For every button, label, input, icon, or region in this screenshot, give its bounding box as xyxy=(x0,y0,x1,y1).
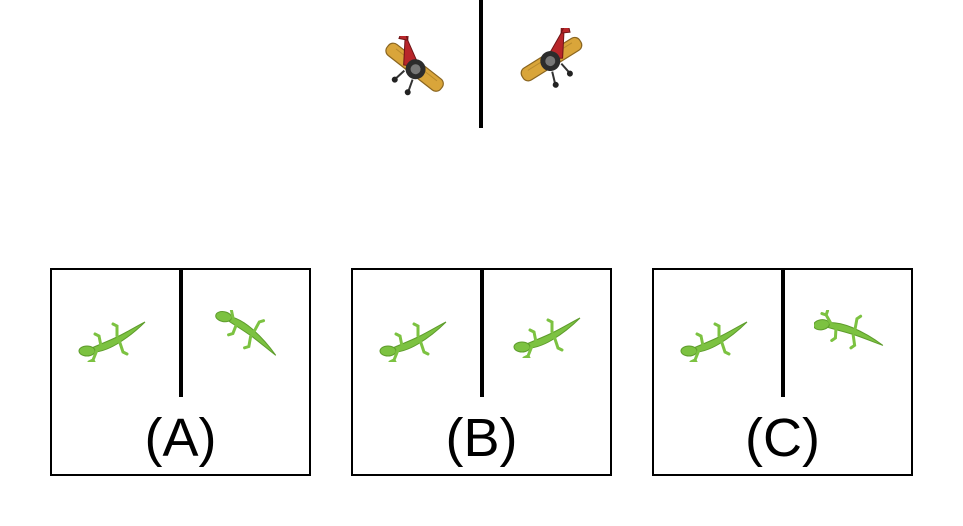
lizard-icon xyxy=(212,310,282,357)
option-a[interactable]: (A) xyxy=(50,268,311,476)
option-c-divider xyxy=(781,270,785,397)
example-divider xyxy=(479,0,483,128)
option-a-label: (A) xyxy=(144,408,217,468)
lizard-icon xyxy=(78,320,147,362)
option-b-label: (B) xyxy=(445,408,518,468)
option-c-label: (C) xyxy=(745,408,820,468)
plane-icon xyxy=(514,28,590,92)
option-b-divider xyxy=(480,270,484,397)
lizard-icon xyxy=(814,310,884,357)
lizard-icon xyxy=(379,320,448,362)
lizard-icon xyxy=(513,316,582,358)
option-a-divider xyxy=(179,270,183,397)
lizard-icon xyxy=(680,320,749,362)
option-b[interactable]: (B) xyxy=(351,268,612,476)
plane-icon xyxy=(376,36,452,100)
option-c[interactable]: (C) xyxy=(652,268,913,476)
